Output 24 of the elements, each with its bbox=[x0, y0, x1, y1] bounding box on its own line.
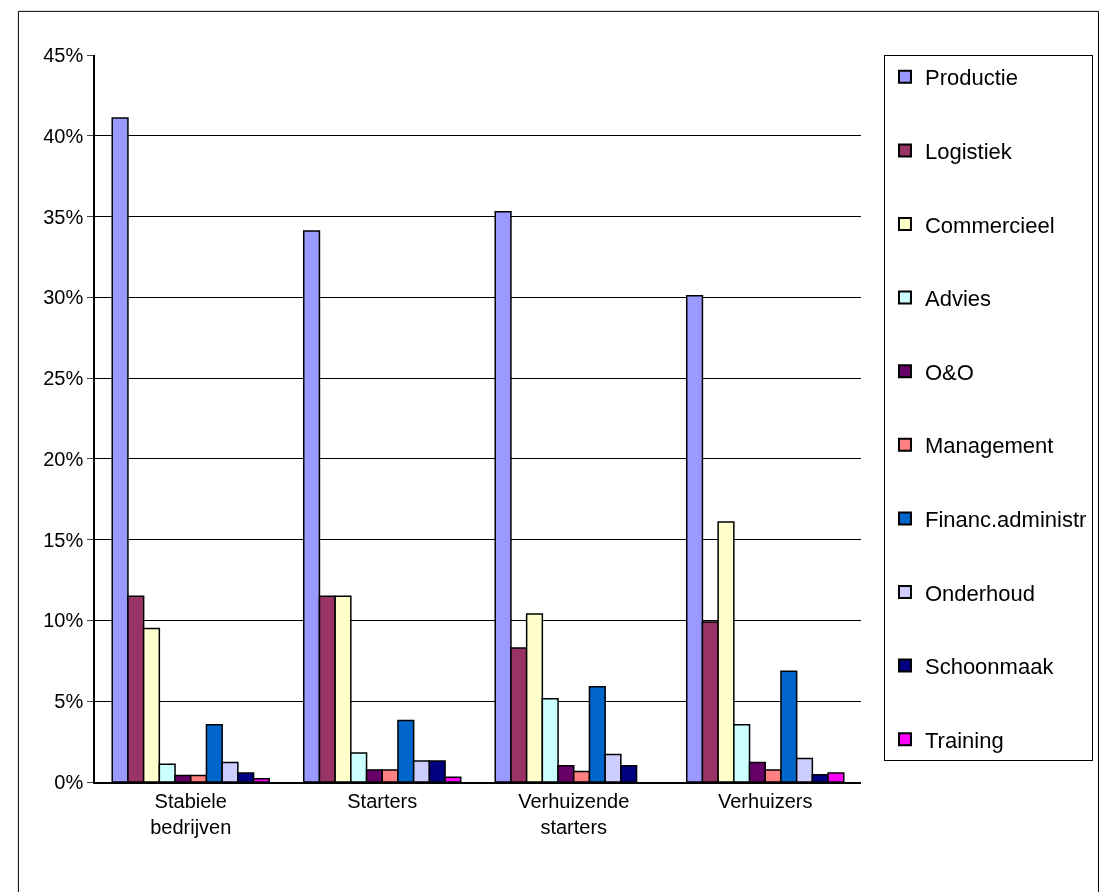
x-tick-label: Starters bbox=[347, 789, 418, 812]
y-tick-label: 15% bbox=[43, 528, 84, 551]
y-tick-label: 5% bbox=[54, 690, 84, 713]
y-tick-label: 30% bbox=[43, 286, 84, 309]
y-tick-label: 40% bbox=[43, 124, 84, 147]
legend-label: Financ.administr bbox=[924, 506, 1087, 532]
legend-label: Logistiek bbox=[924, 138, 1013, 164]
y-tick-label: 20% bbox=[43, 447, 84, 470]
legend-label: Commercieel bbox=[924, 212, 1055, 238]
legend-label: O&O bbox=[924, 359, 974, 385]
legend-label: Advies bbox=[924, 286, 992, 312]
legend-label: Schoonmaak bbox=[924, 654, 1055, 680]
legend-label: Training bbox=[924, 727, 1004, 753]
x-tick-label: Stabiele bedrijven bbox=[150, 789, 232, 838]
legend-label: Productie bbox=[924, 65, 1018, 91]
y-tick-label: 25% bbox=[43, 367, 84, 390]
legend-label: Management bbox=[924, 433, 1054, 459]
y-tick-label: 0% bbox=[54, 771, 84, 793]
legend-label: Onderhoud bbox=[924, 580, 1036, 606]
x-tick-label: Verhuizers bbox=[718, 789, 813, 812]
y-tick-label: 45% bbox=[43, 44, 84, 66]
y-tick-label: 10% bbox=[43, 609, 84, 632]
x-tick-label: Verhuizende starters bbox=[518, 789, 630, 838]
y-tick-label: 35% bbox=[43, 205, 84, 228]
